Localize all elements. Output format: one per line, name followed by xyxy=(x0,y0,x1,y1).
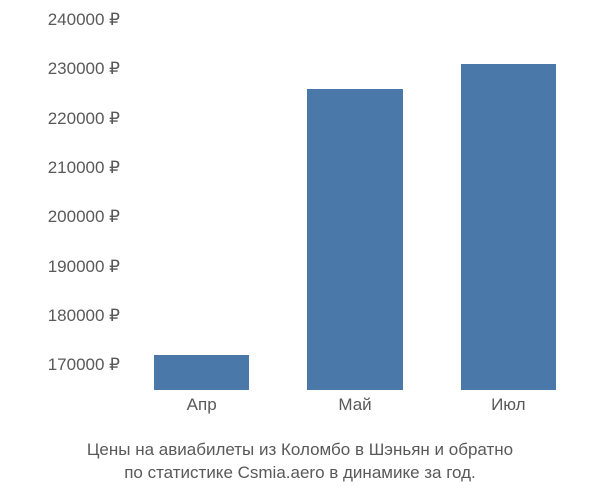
y-tick-label: 200000 ₽ xyxy=(10,207,120,227)
x-axis: Апр Май Июл xyxy=(125,395,585,420)
y-axis: 170000 ₽ 180000 ₽ 190000 ₽ 200000 ₽ 210000 ₽… xyxy=(10,20,120,390)
caption-line-2: по статистике Csmia.aero в динамике за г… xyxy=(124,463,476,482)
chart-caption: Цены на авиабилеты из Коломбо в Шэньян и… xyxy=(0,439,600,485)
y-tick-label: 190000 ₽ xyxy=(10,257,120,277)
y-tick-label: 240000 ₽ xyxy=(10,10,120,30)
caption-line-1: Цены на авиабилеты из Коломбо в Шэньян и… xyxy=(87,440,513,459)
x-tick-label: Май xyxy=(338,395,371,415)
y-tick-label: 230000 ₽ xyxy=(10,59,120,79)
y-tick-label: 220000 ₽ xyxy=(10,109,120,129)
x-tick-label: Апр xyxy=(187,395,217,415)
y-tick-label: 180000 ₽ xyxy=(10,306,120,326)
y-tick-label: 210000 ₽ xyxy=(10,158,120,178)
bar xyxy=(461,64,556,390)
y-tick-label: 170000 ₽ xyxy=(10,355,120,375)
bar xyxy=(307,89,402,390)
price-chart: 170000 ₽ 180000 ₽ 190000 ₽ 200000 ₽ 210000 ₽… xyxy=(10,10,590,430)
bar xyxy=(154,355,249,390)
plot-area xyxy=(125,20,585,390)
x-tick-label: Июл xyxy=(491,395,526,415)
